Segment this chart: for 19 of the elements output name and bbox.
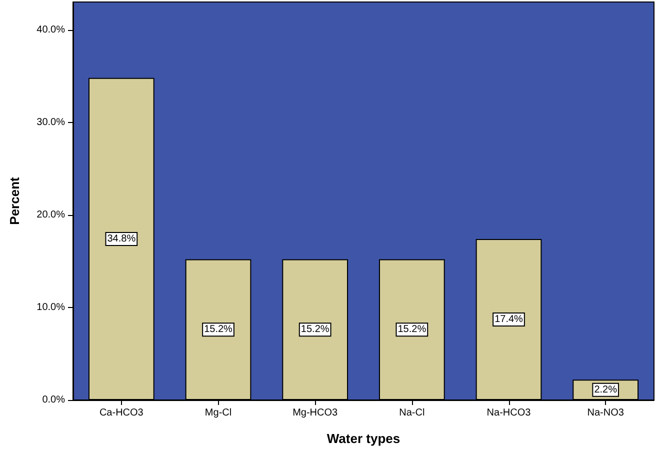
- y-tick-label: 10.0%: [36, 302, 66, 313]
- y-tick-label: 30.0%: [36, 116, 66, 128]
- data-label: 17.4%: [494, 314, 524, 325]
- data-label: 15.2%: [398, 324, 426, 336]
- x-axis-title: Water types: [326, 431, 400, 446]
- y-tick-label: 20.0%: [36, 209, 66, 220]
- data-label: 15.2%: [300, 324, 330, 336]
- data-label: 34.8%: [107, 233, 136, 244]
- y-tick-label: 40.0%: [36, 24, 66, 36]
- y-axis-title: Percent: [7, 176, 22, 225]
- x-tick-label: Mg-Cl: [204, 408, 232, 418]
- x-tick-label: Ca-HCO3: [99, 408, 144, 418]
- x-tick-label: Na-Cl: [399, 408, 425, 418]
- y-tick-label: 0.0%: [42, 394, 66, 406]
- x-tick-label: Na-NO3: [587, 408, 624, 418]
- data-label: 2.2%: [594, 384, 618, 396]
- x-tick-label: Na-HCO3: [486, 408, 532, 418]
- x-tick-label: Mg-HCO3: [292, 408, 338, 418]
- data-label: 15.2%: [204, 324, 233, 336]
